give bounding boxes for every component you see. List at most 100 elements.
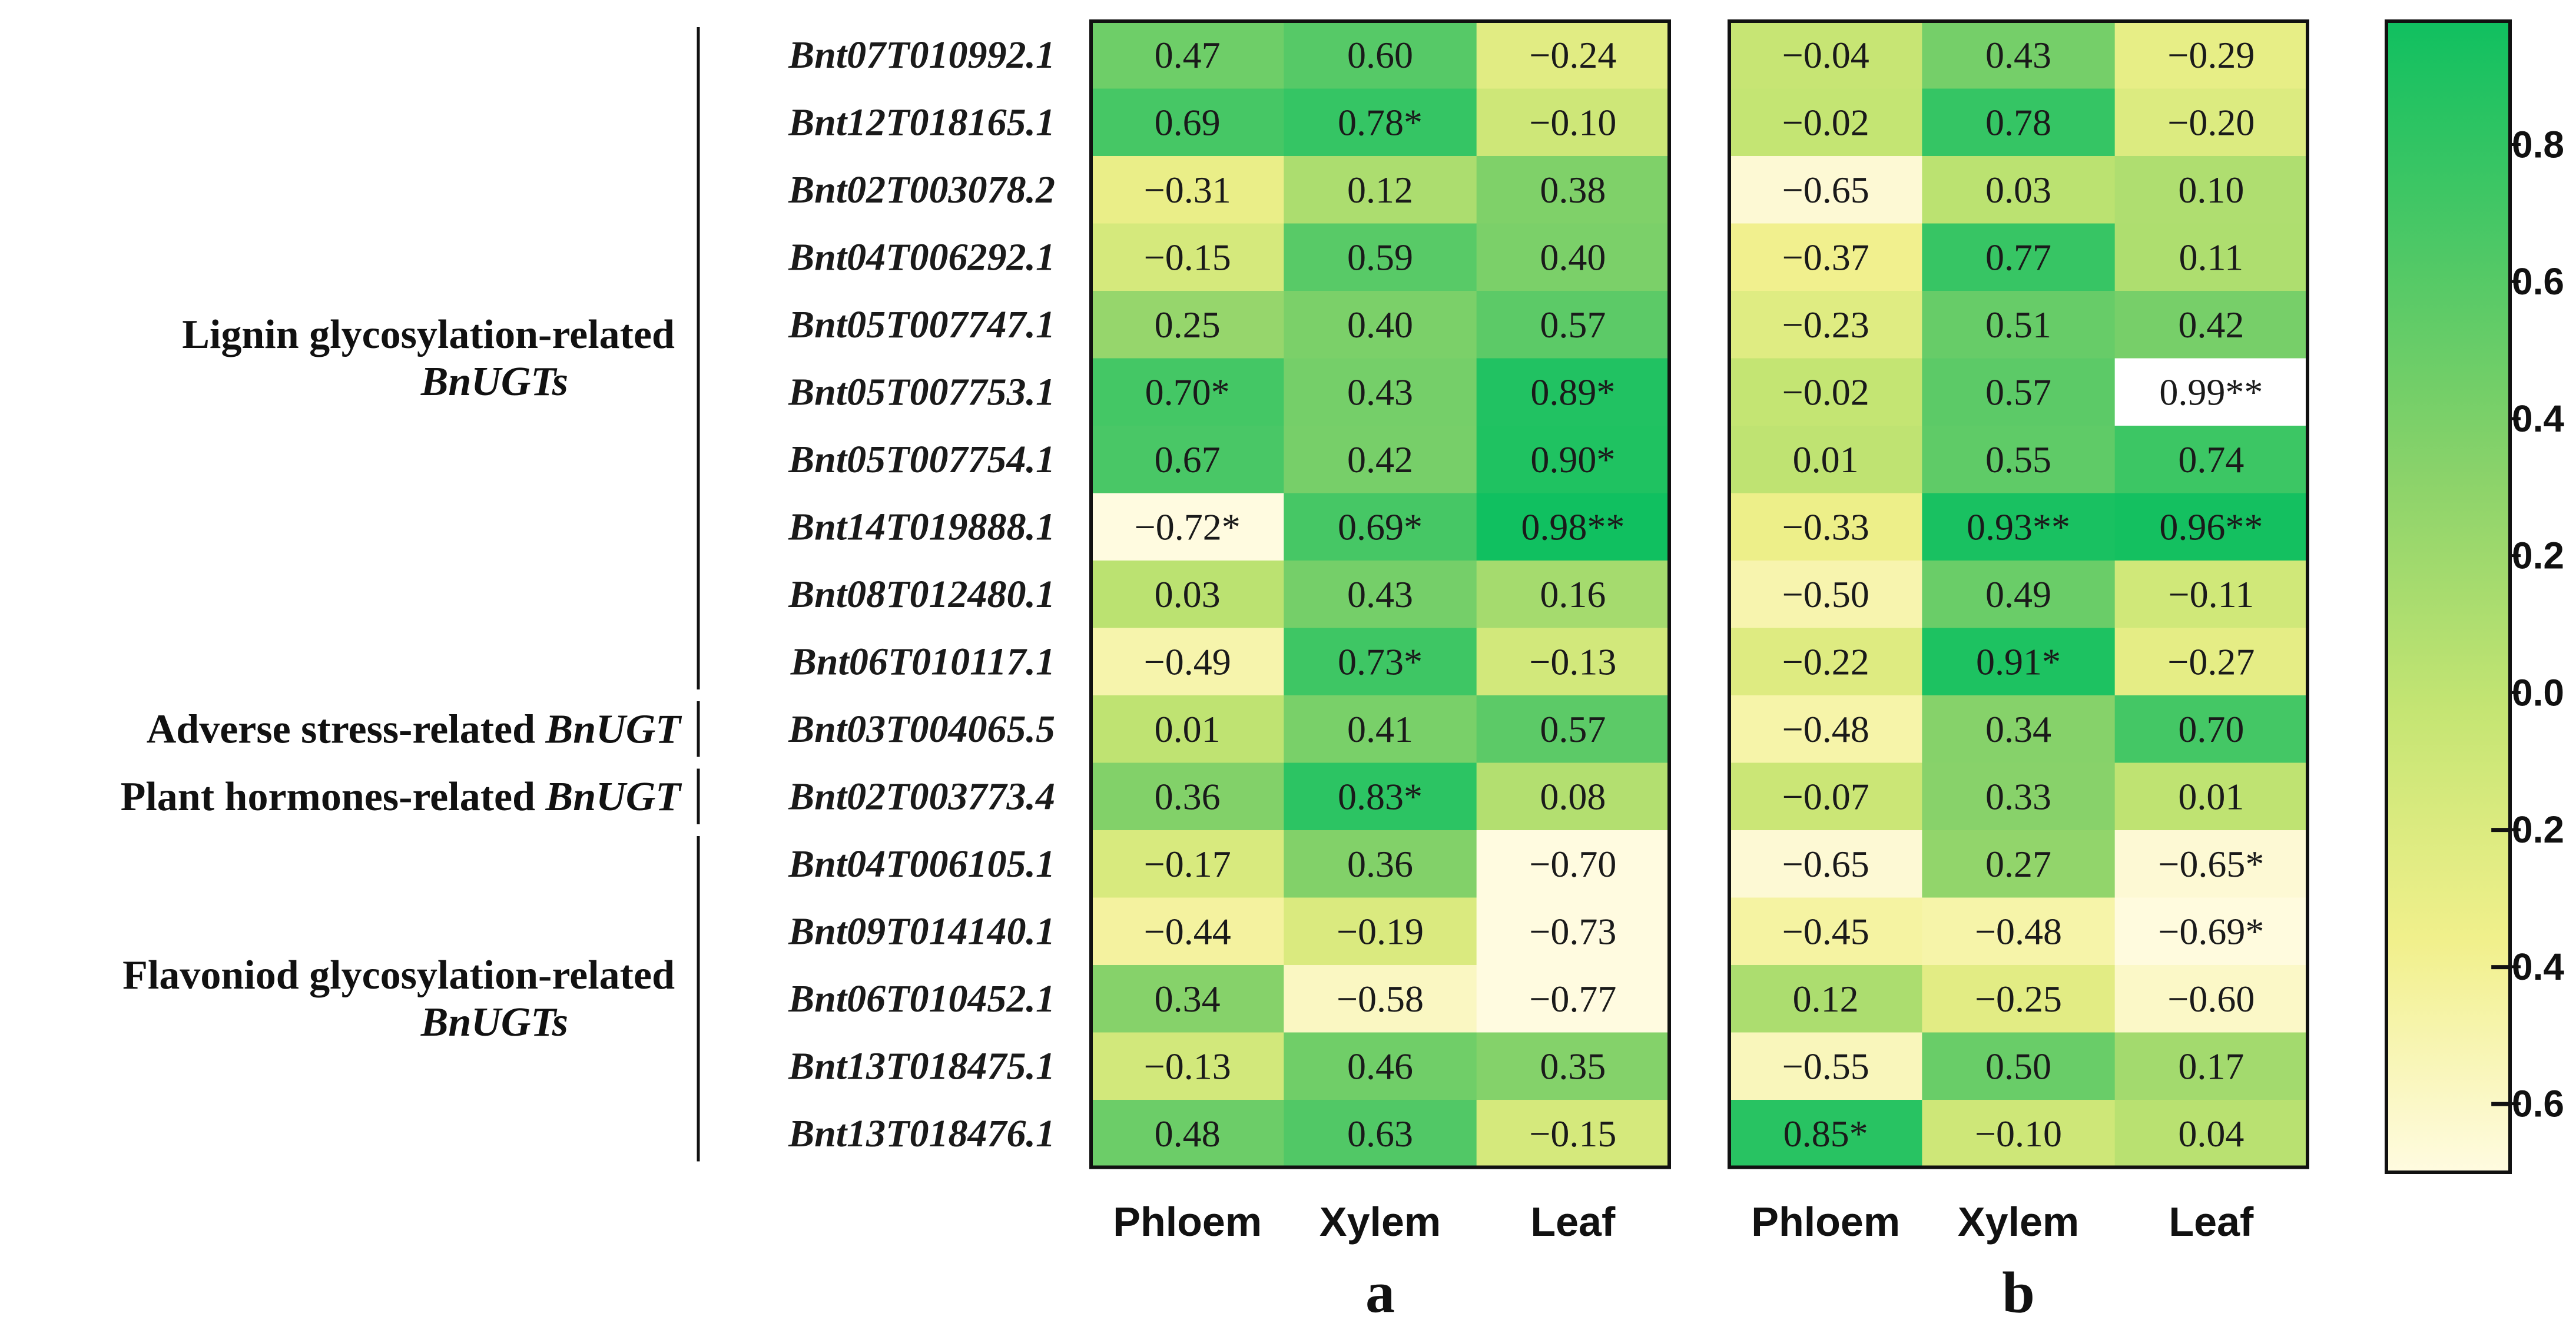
gene-label: Bnt05T007747.1: [788, 303, 1055, 346]
cell-value-label: −0.02: [1782, 101, 1869, 143]
gene-labels: Bnt07T010992.1 Bnt12T018165.1 Bnt02T003078…: [788, 34, 1055, 1155]
heatmap-cell: [1091, 156, 1284, 224]
heatmap-cell: [1729, 628, 1922, 696]
heatmap-cell: [2114, 1100, 2308, 1168]
cell-value-label: 0.91*: [1976, 641, 2061, 682]
heatmap-cell: [1091, 897, 1284, 966]
cell-value-label: 0.41: [1347, 708, 1413, 750]
cell-value-label: 0.49: [1985, 573, 2051, 615]
heatmap-cell: [1729, 358, 1922, 426]
heatmap-cell: [1729, 493, 1922, 561]
heatmap-cell: [1922, 21, 2116, 89]
gene-label: Bnt13T018475.1: [788, 1044, 1055, 1087]
heatmap-cell: [1091, 223, 1284, 291]
heatmap-cell: [1729, 21, 1922, 89]
heatmap-cell: [1091, 88, 1284, 157]
column-label: Leaf: [1530, 1199, 1616, 1245]
cell-value-label: 0.03: [1985, 169, 2051, 211]
cell-value-label: 0.42: [1347, 439, 1413, 480]
cell-value-label: −0.29: [2167, 34, 2255, 76]
heatmap-cell: [2114, 628, 2308, 696]
heatmap-cell: [1476, 156, 1670, 224]
heatmap-cell: [2114, 493, 2308, 561]
heatmap-cell: [2114, 21, 2308, 89]
heatmap-cell: [1922, 965, 2116, 1033]
gene-label: Bnt06T010452.1: [788, 977, 1055, 1020]
cell-value-label: −0.69*: [2158, 910, 2264, 952]
heatmap-cell: [1922, 493, 2116, 561]
heatmap-cell: [1729, 897, 1922, 966]
panel-label: b: [2002, 1260, 2035, 1325]
cell-value-label: 0.55: [1985, 439, 2051, 480]
heatmap-cell: [1476, 21, 1670, 89]
cell-value-label: −0.15: [1144, 236, 1231, 278]
cell-value-label: 0.11: [2179, 236, 2244, 278]
cell-value-label: 0.43: [1985, 34, 2051, 76]
cell-value-label: 0.25: [1155, 304, 1221, 346]
cell-value-label: 0.43: [1347, 573, 1413, 615]
cell-value-label: −0.20: [2167, 101, 2255, 143]
heatmap-cell: [1476, 897, 1670, 966]
gene-label: Bnt14T019888.1: [788, 505, 1055, 548]
cell-value-label: 0.03: [1155, 573, 1221, 615]
heatmap-cell: [1284, 695, 1477, 763]
cell-value-label: 0.50: [1985, 1045, 2051, 1087]
heatmap-cell: [1284, 88, 1477, 157]
cell-value-label: 0.48: [1155, 1113, 1221, 1155]
cell-value-label: 0.67: [1155, 439, 1221, 480]
cell-value-label: 0.35: [1540, 1045, 1606, 1087]
heatmap-cell: [1091, 762, 1284, 831]
cell-value-label: 0.96**: [2159, 506, 2263, 548]
cell-value-label: 0.70: [2178, 708, 2244, 750]
colorbar-tick-label: 0.0: [2512, 671, 2564, 714]
column-label: Xylem: [1958, 1199, 2079, 1245]
cell-value-label: 0.70*: [1145, 371, 1230, 413]
heatmap-cell: [1476, 1100, 1670, 1168]
cell-value-label: −0.17: [1144, 843, 1231, 885]
cell-value-label: 0.57: [1540, 304, 1606, 346]
heatmap-cell: [1476, 1032, 1670, 1100]
heatmap-cell: [1476, 291, 1670, 359]
heatmap-cell: [1284, 493, 1477, 561]
cell-value-label: −0.10: [1975, 1113, 2062, 1155]
cell-value-label: −0.25: [1975, 978, 2062, 1020]
colorbar-tick-label: 0.8: [2512, 123, 2564, 165]
cell-value-label: −0.44: [1144, 910, 1231, 952]
heatmap-cell: [2114, 426, 2308, 493]
cell-value-label: 0.90*: [1530, 439, 1615, 480]
heatmap-cell: [1091, 291, 1284, 359]
cell-value-label: 0.34: [1155, 978, 1221, 1020]
heatmap-cell: [1476, 426, 1670, 493]
heatmap-cell: [1729, 561, 1922, 628]
cell-value-label: 0.12: [1347, 169, 1413, 211]
heatmap-cell: [1476, 762, 1670, 831]
heatmap-cell: [2114, 695, 2308, 763]
cell-value-label: 0.74: [2178, 439, 2244, 480]
heatmap-cell: [1091, 21, 1284, 89]
cell-value-label: 0.60: [1347, 34, 1413, 76]
heatmap-cell: [1476, 561, 1670, 628]
heatmap-cell: [1284, 628, 1477, 696]
heatmap-cell: [1091, 628, 1284, 696]
cell-value-label: 0.33: [1985, 775, 2051, 817]
colorbar-tick-label: 0.6: [2512, 260, 2564, 303]
heatmap-cell: [1729, 762, 1922, 831]
panel-border: [1728, 19, 2309, 1169]
cell-value-label: 0.69*: [1338, 506, 1423, 548]
gene-label: Bnt02T003773.4: [788, 775, 1055, 818]
heatmap-cell: [1284, 358, 1477, 426]
heatmap-cell: [1091, 561, 1284, 628]
heatmap-cell: [1729, 1032, 1922, 1100]
heatmap-cell: [2114, 223, 2308, 291]
heatmap-cell: [1729, 965, 1922, 1033]
colorbar-tick-label: 0.4: [2512, 397, 2564, 440]
group-label-italic: BnUGT: [545, 707, 683, 752]
gene-label: Bnt04T006105.1: [788, 843, 1055, 886]
heatmap-cell: [1091, 426, 1284, 493]
colorbar-fill: [2386, 21, 2510, 1172]
group-label: Adverse stress-related BnUGT: [147, 707, 683, 752]
panel-border: [1089, 19, 1671, 1169]
cell-value-label: 0.69: [1155, 101, 1221, 143]
heatmap-cell: [1922, 695, 2116, 763]
gene-label: Bnt07T010992.1: [788, 34, 1055, 77]
